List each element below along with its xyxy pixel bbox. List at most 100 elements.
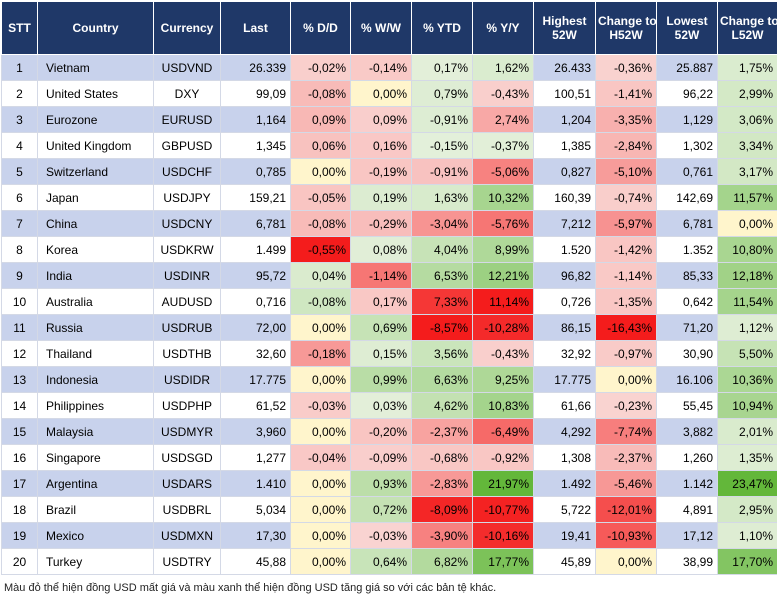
high-cell: 26.433 bbox=[533, 54, 596, 81]
ww-cell: -0,03% bbox=[350, 522, 412, 549]
chg-high-cell: -0,23% bbox=[595, 392, 657, 419]
country-cell: Mexico bbox=[37, 522, 154, 549]
country-cell: United Kingdom bbox=[37, 132, 154, 159]
yy-cell: -10,16% bbox=[472, 522, 534, 549]
ww-cell: -0,19% bbox=[350, 158, 412, 185]
high-cell: 0,827 bbox=[533, 158, 596, 185]
country-cell: India bbox=[37, 262, 154, 289]
table-row: 13 Indonesia USDIDR 17.775 0,00% 0,99% 6,63% 9,… bbox=[1, 366, 777, 393]
ww-cell: -0,29% bbox=[350, 210, 412, 237]
last-cell: 1,164 bbox=[220, 106, 291, 133]
yy-cell: -5,06% bbox=[472, 158, 534, 185]
ytd-cell: 6,53% bbox=[411, 262, 473, 289]
header-chg-low-line2: L52W bbox=[731, 28, 764, 42]
chg-high-cell: -1,35% bbox=[595, 288, 657, 315]
dd-cell: 0,00% bbox=[290, 314, 351, 341]
ww-cell: -0,09% bbox=[350, 444, 412, 471]
country-cell: United States bbox=[37, 80, 154, 107]
footnote: Màu đỏ thể hiện đồng USD mất giá và màu … bbox=[4, 582, 497, 594]
stt-cell: 9 bbox=[1, 262, 38, 289]
low-cell: 142,69 bbox=[656, 184, 718, 211]
yy-cell: -5,76% bbox=[472, 210, 534, 237]
dd-cell: -0,05% bbox=[290, 184, 351, 211]
chg-high-cell: -2,37% bbox=[595, 444, 657, 471]
ww-cell: -0,14% bbox=[350, 54, 412, 81]
ww-cell: 0,17% bbox=[350, 288, 412, 315]
table-row: 11 Russia USDRUB 72,00 0,00% 0,69% -8,57% -10,2… bbox=[1, 314, 777, 341]
ytd-cell: 6,82% bbox=[411, 548, 473, 575]
chg-high-cell: -0,74% bbox=[595, 184, 657, 211]
dd-cell: -0,04% bbox=[290, 444, 351, 471]
table-row: 14 Philippines USDPHP 61,52 -0,03% 0,03% 4,62%… bbox=[1, 392, 777, 419]
low-cell: 1.352 bbox=[656, 236, 718, 263]
yy-cell: -10,28% bbox=[472, 314, 534, 341]
chg-high-cell: -1,41% bbox=[595, 80, 657, 107]
currency-cell: USDBRL bbox=[153, 496, 221, 523]
dd-cell: 0,00% bbox=[290, 548, 351, 575]
high-cell: 1,385 bbox=[533, 132, 596, 159]
table-row: 1 Vietnam USDVND 26.339 -0,02% -0,14% 0,17% 1,6… bbox=[1, 54, 777, 81]
table-row: 19 Mexico USDMXN 17,30 0,00% -0,03% -3,90% -10,… bbox=[1, 522, 777, 549]
country-cell: Brazil bbox=[37, 496, 154, 523]
ww-cell: 0,64% bbox=[350, 548, 412, 575]
table-row: 18 Brazil USDBRL 5,034 0,00% 0,72% -8,09% -10,7… bbox=[1, 496, 777, 523]
dd-cell: 0,00% bbox=[290, 496, 351, 523]
last-cell: 17.775 bbox=[220, 366, 291, 393]
country-cell: Japan bbox=[37, 184, 154, 211]
chg-low-cell: 3,17% bbox=[717, 158, 777, 185]
chg-low-cell: 1,75% bbox=[717, 54, 777, 81]
currency-cell: USDCNY bbox=[153, 210, 221, 237]
header-chg-high: Change to H52W bbox=[595, 1, 657, 55]
chg-low-cell: 17,70% bbox=[717, 548, 777, 575]
ww-cell: 0,08% bbox=[350, 236, 412, 263]
chg-low-cell: 10,36% bbox=[717, 366, 777, 393]
currency-cell: USDPHP bbox=[153, 392, 221, 419]
chg-low-cell: 11,57% bbox=[717, 184, 777, 211]
last-cell: 1.410 bbox=[220, 470, 291, 497]
high-cell: 0,726 bbox=[533, 288, 596, 315]
table-row: 4 United Kingdom GBPUSD 1,345 0,06% 0,16% -0,1… bbox=[1, 132, 777, 159]
header-last: Last bbox=[220, 1, 291, 55]
last-cell: 5,034 bbox=[220, 496, 291, 523]
currency-cell: USDMXN bbox=[153, 522, 221, 549]
table-row: 16 Singapore USDSGD 1,277 -0,04% -0,09% -0,68%… bbox=[1, 444, 777, 471]
ytd-cell: -0,91% bbox=[411, 106, 473, 133]
chg-low-cell: 10,94% bbox=[717, 392, 777, 419]
header-high-line2: 52W bbox=[552, 28, 577, 42]
dd-cell: -0,02% bbox=[290, 54, 351, 81]
chg-low-cell: 11,54% bbox=[717, 288, 777, 315]
chg-low-cell: 1,12% bbox=[717, 314, 777, 341]
chg-high-cell: -1,42% bbox=[595, 236, 657, 263]
chg-low-cell: 2,99% bbox=[717, 80, 777, 107]
chg-low-cell: 1,35% bbox=[717, 444, 777, 471]
table-row: 2 United States DXY 99,09 -0,08% 0,00% 0,79% -0… bbox=[1, 80, 777, 107]
country-cell: Turkey bbox=[37, 548, 154, 575]
fx-table: STT Country Currency Last % D/D % W/W % … bbox=[1, 1, 777, 575]
chg-high-cell: -5,10% bbox=[595, 158, 657, 185]
ww-cell: 0,03% bbox=[350, 392, 412, 419]
stt-cell: 11 bbox=[1, 314, 38, 341]
low-cell: 85,33 bbox=[656, 262, 718, 289]
stt-cell: 20 bbox=[1, 548, 38, 575]
header-low-line2: 52W bbox=[674, 28, 700, 42]
high-cell: 1,204 bbox=[533, 106, 596, 133]
chg-low-cell: 23,47% bbox=[717, 470, 777, 497]
ww-cell: 0,93% bbox=[350, 470, 412, 497]
ytd-cell: -0,15% bbox=[411, 132, 473, 159]
header-chg-high-line2: H52W bbox=[609, 28, 643, 42]
dd-cell: -0,08% bbox=[290, 210, 351, 237]
last-cell: 99,09 bbox=[220, 80, 291, 107]
high-cell: 7,212 bbox=[533, 210, 596, 237]
chg-low-cell: 3,06% bbox=[717, 106, 777, 133]
yy-cell: -6,49% bbox=[472, 418, 534, 445]
high-cell: 4,292 bbox=[533, 418, 596, 445]
chg-low-cell: 2,01% bbox=[717, 418, 777, 445]
stt-cell: 3 bbox=[1, 106, 38, 133]
country-cell: Philippines bbox=[37, 392, 154, 419]
ww-cell: 0,69% bbox=[350, 314, 412, 341]
currency-cell: USDJPY bbox=[153, 184, 221, 211]
header-yy: % Y/Y bbox=[472, 1, 534, 55]
yy-cell: -0,92% bbox=[472, 444, 534, 471]
yy-cell: -0,43% bbox=[472, 80, 534, 107]
stt-cell: 13 bbox=[1, 366, 38, 393]
